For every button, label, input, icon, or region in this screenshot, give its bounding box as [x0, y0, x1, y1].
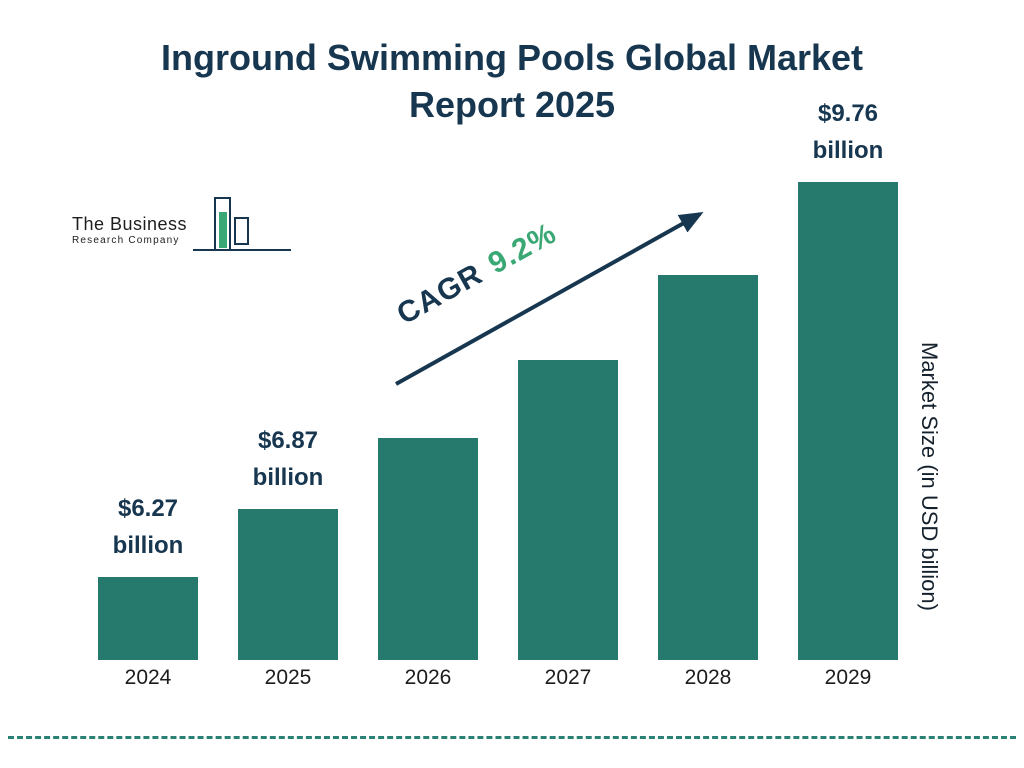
bar-group-2025: $6.87 billion — [238, 422, 338, 660]
bar-value-unit: billion — [252, 464, 324, 491]
chart-title: Inground Swimming Pools Global Market Re… — [160, 37, 864, 125]
bar-value-unit: billion — [812, 137, 884, 164]
bar-value-amount: $6.87 — [257, 427, 319, 454]
x-axis-label-2028: 2028 — [684, 666, 732, 689]
x-axis-label-2024: 2024 — [124, 666, 172, 689]
bar-value-label-2025: $6.87 billion — [253, 422, 324, 496]
bottom-dashed-divider — [8, 736, 1016, 739]
bar-group-2029: $9.76 billion — [798, 95, 898, 660]
bar-group-2027 — [518, 360, 618, 660]
bar-chart-logo-icon — [193, 196, 293, 258]
bar-2025 — [238, 509, 338, 660]
bar-2029 — [798, 182, 898, 660]
bar-value-unit: billion — [112, 532, 184, 559]
bar-group-2024: $6.27 billion — [98, 490, 198, 660]
x-axis-label-2027: 2027 — [544, 666, 592, 689]
bar-2028 — [658, 275, 758, 660]
bar-area: $6.27 billion $6.87 billion $9.76 billion — [98, 100, 898, 660]
x-axis-labels: 2024 2025 2026 2027 2028 2029 — [98, 666, 898, 690]
bar-value-amount: $6.27 — [117, 495, 179, 522]
bar-2024 — [98, 577, 198, 660]
bar-value-label-2024: $6.27 billion — [113, 490, 184, 564]
company-logo: The Business Research Company — [72, 196, 293, 258]
company-name-line2: Research Company — [72, 235, 180, 246]
bar-group-2026 — [378, 438, 478, 660]
x-axis-label-2026: 2026 — [404, 666, 452, 689]
x-axis-label-2029: 2029 — [824, 666, 872, 689]
bar-value-amount: $9.76 — [817, 100, 879, 127]
y-axis-label: Market Size (in USD billion) — [917, 342, 942, 611]
bar-2027 — [518, 360, 618, 660]
company-logo-text: The Business Research Company — [72, 214, 187, 258]
bar-value-label-2029: $9.76 billion — [813, 95, 884, 169]
x-axis-label-2025: 2025 — [264, 666, 312, 689]
company-name-line1: The Business — [72, 214, 188, 234]
bar-2026 — [378, 438, 478, 660]
bar-group-2028 — [658, 275, 758, 660]
